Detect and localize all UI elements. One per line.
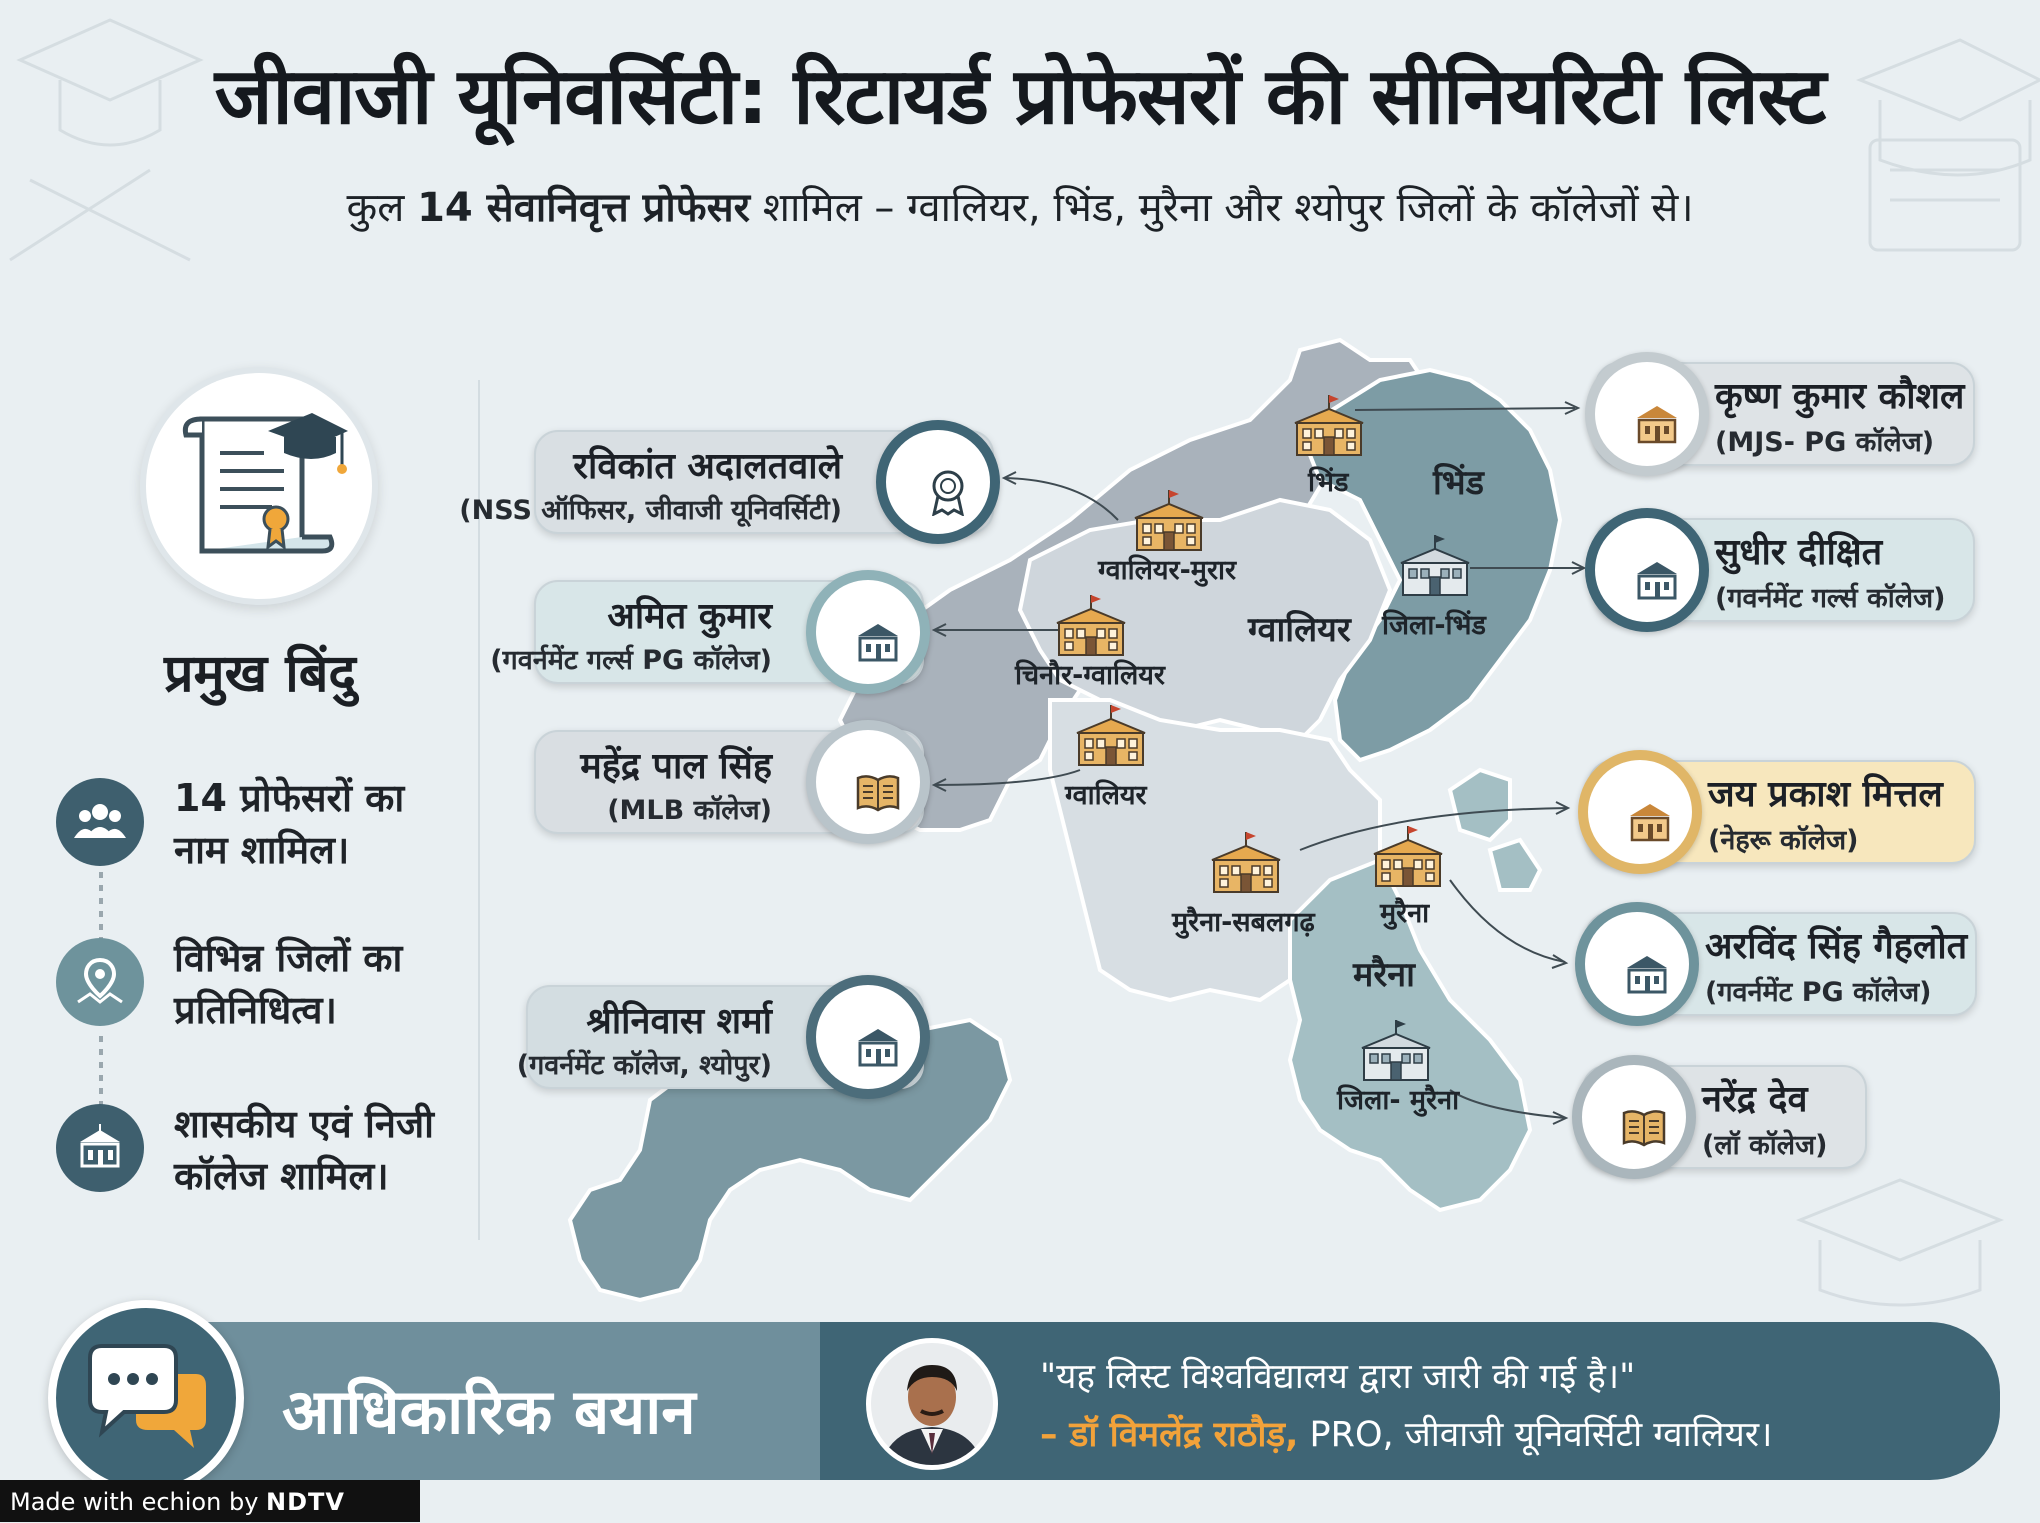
statement-author: – डॉ विमलेंद्र राठौड़, PRO, जीवाजी यूनिव… [1040,1415,1773,1455]
callout-jai-prakash: जय प्रकाश मित्तल (नेहरू कॉलेज) [1578,750,1976,874]
region-morena-district [1287,857,1533,1213]
place-label: जिला-भिंड [1382,610,1486,641]
key-point-colleges: शासकीय एवं निजी कॉलेज शामिल। [56,1098,456,1218]
map-pin-icon [56,938,144,1026]
place-label: चिनौर-ग्वालियर [1015,660,1165,691]
college-icon [1585,352,1709,476]
college-icon [1585,508,1709,632]
ndtv-logo: NDTV [266,1488,345,1516]
certificate-graduation-icon [140,367,378,605]
chat-bubbles-icon [48,1300,244,1496]
divider [478,380,480,1240]
callout-amit: अमित कुमार (गवर्नमेंट गर्ल्स PG कॉलेज) [490,570,930,694]
college-icon [1578,750,1702,874]
place-label: ग्वालियर [1065,780,1147,811]
key-points-title: प्रमुख बिंदु [163,644,357,704]
college-building-icon [56,1104,144,1192]
award-badge-icon [876,420,1000,544]
district-label-morena: मरैना [1353,955,1415,995]
place-label: ग्वालियर-मुरार [1098,555,1237,586]
spokesperson-avatar [866,1338,998,1470]
college-icon [1575,902,1699,1026]
echion-logo: echion [141,1488,222,1516]
callout-krishna: कृष्ण कुमार कौशल (MJS- PG कॉलेज) [1585,352,1975,476]
region-island [1487,837,1543,892]
subtitle-highlight: 14 सेवानिवृत्त प्रोफेसर [417,185,751,231]
page-title: जीवाजी यूनिवर्सिटी: रिटायर्ड प्रोफेसरों … [214,52,1827,142]
college-icon [806,975,930,1099]
callout-ravikant: रविकांत अदालतवाले (NSS ऑफिसर, जीवाजी यून… [459,420,1000,544]
key-point-districts: विभिन्न जिलों का प्रतिनिधित्व। [56,932,456,1052]
callout-arvind: अरविंद सिंह गैहलोत (गवर्नमेंट PG कॉलेज) [1575,902,1977,1026]
college-icon [806,570,930,694]
statement-quote: "यह लिस्ट विश्वविद्यालय द्वारा जारी की ग… [1040,1357,1636,1397]
open-book-icon [1572,1055,1696,1179]
region-island [1447,767,1512,843]
callout-sudhir: सुधीर दीक्षित (गवर्नमेंट गर्ल्स कॉलेज) [1585,508,1975,632]
open-book-icon [806,720,930,844]
place-label: मुरैना [1380,898,1430,929]
page-subtitle: कुल 14 सेवानिवृत्त प्रोफेसर शामिल – ग्वा… [346,185,1694,231]
callout-narendra: नरेंद्र देव (लॉ कॉलेज) [1572,1055,1867,1179]
made-with-badge: Made with echion by NDTV [0,1480,420,1522]
callout-shrinivas: श्रीनिवास शर्मा (गवर्नमेंट कॉलेज, श्योपु… [517,975,930,1099]
region-gwalior [1017,497,1393,743]
district-label-gwalior: ग्वालियर [1248,610,1351,650]
place-label: भिंड [1308,467,1349,498]
connector-dots [99,872,103,942]
callout-mahendra: महेंद्र पाल सिंह (MLB कॉलेज) [534,720,930,844]
place-label: मुरैना-सबलगढ़ [1172,907,1315,938]
connector-dots [99,1036,103,1106]
people-group-icon [56,778,144,866]
key-point-professors: 14 प्रोफेसरों का नाम शामिल। [56,772,456,892]
district-label-bhind: भिंड [1433,463,1484,503]
place-label: जिला- मुरैना [1337,1085,1460,1116]
statement-title: आधिकारिक बयान [282,1375,696,1448]
